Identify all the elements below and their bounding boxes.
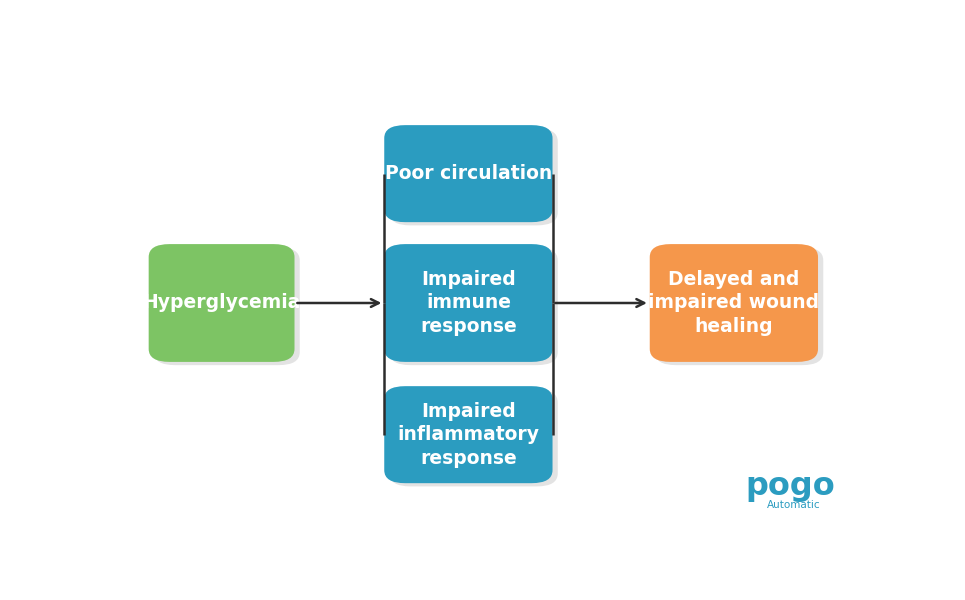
FancyBboxPatch shape [384, 244, 553, 362]
Text: Hyperglycemia: Hyperglycemia [143, 293, 301, 313]
Text: Delayed and
impaired wound
healing: Delayed and impaired wound healing [648, 270, 819, 336]
FancyBboxPatch shape [390, 389, 558, 487]
FancyBboxPatch shape [390, 247, 558, 365]
Text: pogo: pogo [745, 471, 835, 502]
FancyBboxPatch shape [390, 128, 558, 226]
FancyBboxPatch shape [384, 125, 553, 222]
Text: Poor circulation: Poor circulation [385, 164, 552, 183]
FancyBboxPatch shape [649, 244, 818, 362]
Text: Automatic: Automatic [767, 500, 820, 510]
Text: Impaired
immune
response: Impaired immune response [420, 270, 517, 336]
Text: Impaired
inflammatory
response: Impaired inflammatory response [398, 401, 539, 467]
FancyBboxPatch shape [153, 247, 300, 365]
FancyBboxPatch shape [149, 244, 294, 362]
FancyBboxPatch shape [655, 247, 823, 365]
FancyBboxPatch shape [384, 386, 553, 483]
